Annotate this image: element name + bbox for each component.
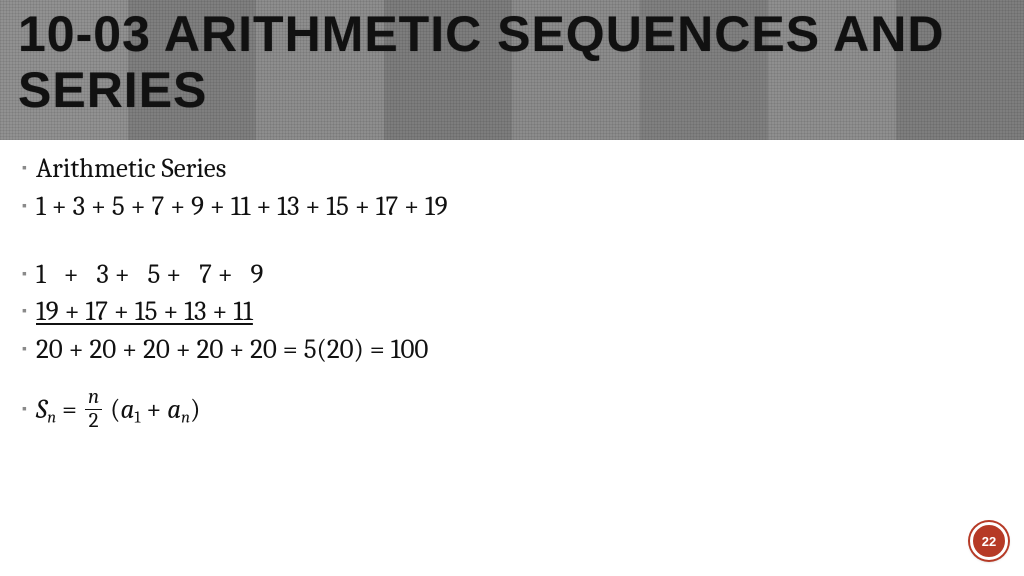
bullet-line: ▪ Sn = n 2 (a1 + an) <box>22 389 1002 434</box>
bullet-line: ▪ 20 + 20 + 20 + 20 + 20 = 5(20) = 100 <box>22 333 1002 367</box>
spacer <box>22 371 1002 385</box>
close-paren: ) <box>190 394 200 425</box>
slide: 10-03 ARITHMETIC SEQUENCES AND SERIES ▪ … <box>0 0 1024 576</box>
open-paren: ( <box>110 394 120 425</box>
equals-sign: = <box>62 394 83 425</box>
an-sub: n <box>181 408 190 427</box>
page-number: 22 <box>982 534 996 549</box>
slide-body: ▪ Arithmetic Series ▪ 1 + 3 + 5 + 7 + 9 … <box>0 140 1024 434</box>
slide-header: 10-03 ARITHMETIC SEQUENCES AND SERIES <box>0 0 1024 140</box>
bullet-line: ▪ 19 + 17 + 15 + 13 + 11 <box>22 295 1002 329</box>
spacer <box>22 228 1002 254</box>
bullet-line: ▪ 1 + 3 + 5 + 7 + 9 + 11 + 13 + 15 + 17 … <box>22 190 1002 224</box>
bullet-line: ▪ 1 + 3 + 5 + 7 + 9 <box>22 258 1002 292</box>
bullet-line: ▪ Arithmetic Series <box>22 152 1002 186</box>
bullet-icon: ▪ <box>22 258 32 290</box>
formula-lhs-var: S <box>36 394 47 425</box>
bullet-icon: ▪ <box>22 152 32 184</box>
bullet-icon: ▪ <box>22 190 32 222</box>
plus-sign: + <box>146 394 167 425</box>
line-text: 1 + 3 + 5 + 7 + 9 + 11 + 13 + 15 + 17 + … <box>36 190 448 224</box>
fraction-numerator: n <box>85 387 102 410</box>
an-var: a <box>167 394 181 425</box>
bullet-icon: ▪ <box>22 333 32 365</box>
a1-var: a <box>120 394 134 425</box>
formula: Sn = n 2 (a1 + an) <box>36 389 200 434</box>
page-number-badge: 22 <box>970 522 1008 560</box>
bullet-icon: ▪ <box>22 295 32 327</box>
slide-title: 10-03 ARITHMETIC SEQUENCES AND SERIES <box>18 6 1006 118</box>
bullet-icon: ▪ <box>22 389 32 429</box>
formula-lhs-sub: n <box>47 408 56 427</box>
line-text: 20 + 20 + 20 + 20 + 20 = 5(20) = 100 <box>36 333 428 367</box>
fraction: n 2 <box>85 387 102 432</box>
line-text: Arithmetic Series <box>36 152 226 186</box>
fraction-denominator: 2 <box>86 410 102 432</box>
line-text-underlined: 19 + 17 + 15 + 13 + 11 <box>36 295 253 329</box>
line-text: 1 + 3 + 5 + 7 + 9 <box>36 258 263 292</box>
a1-sub: 1 <box>134 408 140 427</box>
